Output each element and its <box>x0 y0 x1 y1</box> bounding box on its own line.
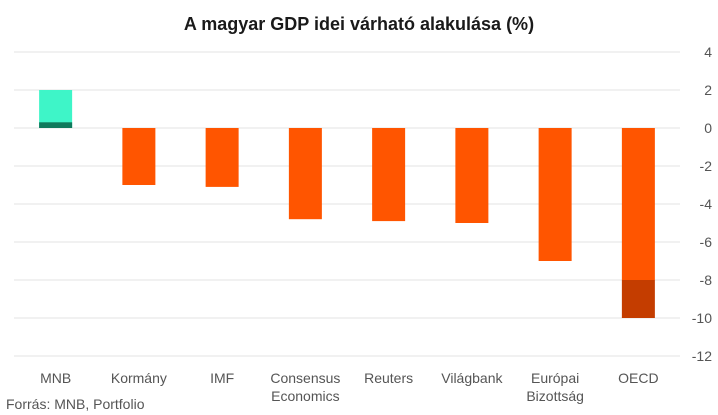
bar <box>621 128 655 280</box>
bar <box>538 128 572 261</box>
y-tick-label: 2 <box>704 82 712 98</box>
y-tick-label: -4 <box>700 196 713 212</box>
bar-range-segment <box>39 122 73 128</box>
x-category-label-line: Világbank <box>441 370 503 386</box>
source-note: Forrás: MNB, Portfolio <box>6 396 145 412</box>
x-category-label: OECD <box>618 370 658 386</box>
x-category-label: IMF <box>210 370 234 386</box>
x-category-label: Európai Bizottság <box>526 370 584 404</box>
bar <box>122 128 156 185</box>
y-tick-label: 0 <box>704 120 712 136</box>
x-category-label-line: Bizottság <box>526 388 584 404</box>
y-tick-label: -8 <box>700 272 713 288</box>
y-tick-label: -6 <box>700 234 713 250</box>
bar <box>288 128 322 220</box>
x-category-label: Kormány <box>111 370 167 386</box>
bar-range-segment <box>621 280 655 318</box>
x-category-label: Reuters <box>364 370 413 386</box>
y-tick-label: 4 <box>704 44 712 60</box>
x-category-label-line: MNB <box>40 370 71 386</box>
y-tick-label: -12 <box>692 348 712 364</box>
x-category-label: Consensus Economics <box>270 370 340 404</box>
x-category-label-line: Consensus <box>270 370 340 386</box>
bar <box>39 90 73 128</box>
bar <box>205 128 239 187</box>
x-category-label: Világbank <box>441 370 503 386</box>
x-category-label-line: Economics <box>271 388 339 404</box>
x-category-label-line: Reuters <box>364 370 413 386</box>
x-category-label-line: Európai <box>531 370 579 386</box>
x-category-label-line: IMF <box>210 370 234 386</box>
x-category-label-line: OECD <box>618 370 658 386</box>
bars <box>39 90 655 318</box>
y-axis-ticks: 4 2 0 -2 -4 -6 -8 -10 -12 <box>692 44 712 364</box>
x-category-label: MNB <box>40 370 71 386</box>
x-axis-categories: MNB Kormány IMF Consensus Economics Reuters Vi… <box>40 370 659 404</box>
y-tick-label: -2 <box>700 158 713 174</box>
bar <box>372 128 406 222</box>
chart-title: A magyar GDP idei várható alakulása (%) <box>183 14 535 34</box>
y-tick-label: -10 <box>692 310 712 326</box>
bar <box>455 128 489 223</box>
x-category-label-line: Kormány <box>111 370 167 386</box>
gridlines <box>14 51 680 357</box>
